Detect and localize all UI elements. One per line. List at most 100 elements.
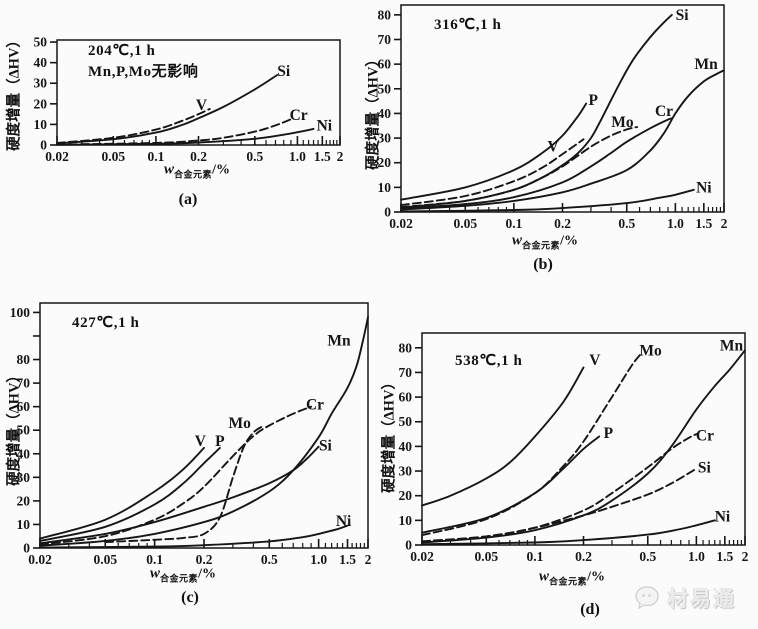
x-tick-label: 0.2 xyxy=(554,216,571,231)
panel-d-series-label-cr: Cr xyxy=(696,427,714,444)
panel-d-curve-ni xyxy=(421,519,716,546)
panel-d-x-axis-label: w合金元素/% xyxy=(539,569,605,588)
panel-d-series-label-v: V xyxy=(589,352,601,369)
panel-c-curve-v xyxy=(39,446,205,540)
panel-d-series-label-ni: Ni xyxy=(715,509,731,526)
x-label-symbol: w xyxy=(164,161,175,178)
panel-b-curve-cr xyxy=(400,117,673,210)
y-tick-label: 100 xyxy=(10,305,31,320)
panel-b-series-label-p: P xyxy=(589,92,599,109)
chat-bubble-icon xyxy=(635,586,659,610)
y-tick-label: 70 xyxy=(17,376,31,391)
panel-d-series-label-mn: Mn xyxy=(720,337,744,354)
y-tick-label: 60 xyxy=(17,399,31,414)
x-tick-label: 0.05 xyxy=(453,216,477,231)
panel-b-series-label-cr: Cr xyxy=(655,103,673,120)
panel-b-x-axis-label: w合金元素/% xyxy=(512,233,578,252)
panel-b-title: 316℃,1 h xyxy=(434,17,502,33)
panel-c-series-label-mn: Mn xyxy=(327,333,351,350)
panel-b-caption: (b) xyxy=(533,256,553,273)
y-tick-label: 20 xyxy=(399,488,413,503)
panel-c-series-label-cr: Cr xyxy=(306,396,324,413)
panel-b-series-label-mo: Mo xyxy=(611,114,634,131)
x-tick-label: 0.02 xyxy=(28,552,52,567)
y-tick-label: 10 xyxy=(378,180,392,195)
watermark: 材易通 xyxy=(634,583,736,613)
panel-c-series-label-mo: Mo xyxy=(228,415,251,432)
y-tick-label: 20 xyxy=(378,155,392,170)
x-tick-label: 2 xyxy=(742,549,749,564)
y-tick-label: 30 xyxy=(34,76,48,91)
x-tick-label: 0.02 xyxy=(389,216,413,231)
x-label-unit: /% xyxy=(212,162,230,178)
x-tick-label: 0.1 xyxy=(146,552,163,567)
panel-a-y-axis-label: 硬度增量（ΔHV） xyxy=(6,33,23,151)
x-label-subscript: 合金元素 xyxy=(174,169,213,180)
x-tick-label: 0.05 xyxy=(101,149,125,164)
x-tick-label: 2 xyxy=(721,216,728,231)
y-tick-label: 50 xyxy=(399,414,413,429)
panel-c-series-label-v: V xyxy=(195,433,207,450)
panel-d-title: 538℃,1 h xyxy=(455,353,523,369)
panel-b-series-label-si: Si xyxy=(676,7,690,24)
x-tick-label: 0.1 xyxy=(505,216,522,231)
x-tick-label: 1.5 xyxy=(339,552,356,567)
panel-d-caption: (d) xyxy=(580,601,600,618)
y-tick-label: 50 xyxy=(378,81,392,96)
y-tick-label: 70 xyxy=(378,32,392,47)
y-tick-label: 10 xyxy=(34,117,48,132)
panel-a-curve-si xyxy=(56,74,279,145)
panel-d-y-axis-label: 硬度增量（ΔHV） xyxy=(381,375,398,493)
panel-a-curve-v xyxy=(56,108,211,144)
y-tick-label: 40 xyxy=(399,439,413,454)
x-label-symbol: w xyxy=(539,568,550,585)
plot-frame xyxy=(39,302,369,549)
x-tick-label: 1.0 xyxy=(310,552,327,567)
panel-d-series-label-p: P xyxy=(604,425,614,442)
panel-b-curve-p xyxy=(400,102,588,201)
y-tick-label: 80 xyxy=(399,340,413,355)
x-label-subscript: 合金元素 xyxy=(522,240,561,251)
panel-a-note: Mn,P,Mo无影响 xyxy=(88,64,199,80)
x-tick-label: 0.02 xyxy=(45,149,69,164)
panel-a-series-label-v: V xyxy=(196,97,208,114)
panel-b-y-axis-label: 硬度增量（ΔHV） xyxy=(365,52,382,170)
x-tick-label: 0.2 xyxy=(575,549,592,564)
x-label-subscript: 合金元素 xyxy=(160,573,199,584)
panel-a-curve-cr xyxy=(56,118,292,146)
panel-c-title: 427℃,1 h xyxy=(72,315,140,331)
y-tick-label: 80 xyxy=(17,352,31,367)
panel-c-series-label-ni: Ni xyxy=(336,513,352,530)
x-label-subscript: 合金元素 xyxy=(549,576,588,587)
panel-c-curve-p xyxy=(39,446,221,542)
y-tick-label: 50 xyxy=(17,423,31,438)
y-tick-label: 0 xyxy=(384,205,391,220)
x-tick-label: 0.5 xyxy=(639,549,656,564)
panel-b-curve-ni xyxy=(400,188,695,213)
x-tick-label: 2 xyxy=(365,552,372,567)
panel-b-plot: 0.02 0.05 0.1 0.2 0.5 1.0 1.5 20102030405060708… xyxy=(378,4,728,231)
panel-c-caption: (c) xyxy=(181,589,199,606)
x-tick-label: 1.0 xyxy=(289,149,306,164)
panel-c-plot: 0.02 0.05 0.1 0.2 0.5 1.0 1.5 20102030405060708… xyxy=(10,302,372,567)
panel-d-series-label-si: Si xyxy=(698,459,712,476)
panel-b-series-label-ni: Ni xyxy=(696,179,712,196)
x-tick-label: 2 xyxy=(337,149,344,164)
y-tick-label: 0 xyxy=(405,538,412,553)
watermark-text: 材易通 xyxy=(667,588,736,611)
panel-b-curve-si xyxy=(400,13,673,209)
panel-c-series-label-si: Si xyxy=(319,438,333,455)
x-tick-label: 1.5 xyxy=(716,549,733,564)
panel-a-series-label-ni: Ni xyxy=(317,117,333,134)
x-label-unit: /% xyxy=(560,233,578,249)
x-tick-label: 0.5 xyxy=(246,149,263,164)
plot-frame xyxy=(400,4,725,213)
x-label-symbol: w xyxy=(512,232,523,249)
panel-c-curve-mn xyxy=(39,316,369,547)
panel-c-x-axis-label: w合金元素/% xyxy=(150,566,216,585)
y-tick-label: 80 xyxy=(378,7,392,22)
panel-a-x-axis-label: w合金元素/% xyxy=(164,162,230,181)
x-tick-label: 1.0 xyxy=(667,216,684,231)
